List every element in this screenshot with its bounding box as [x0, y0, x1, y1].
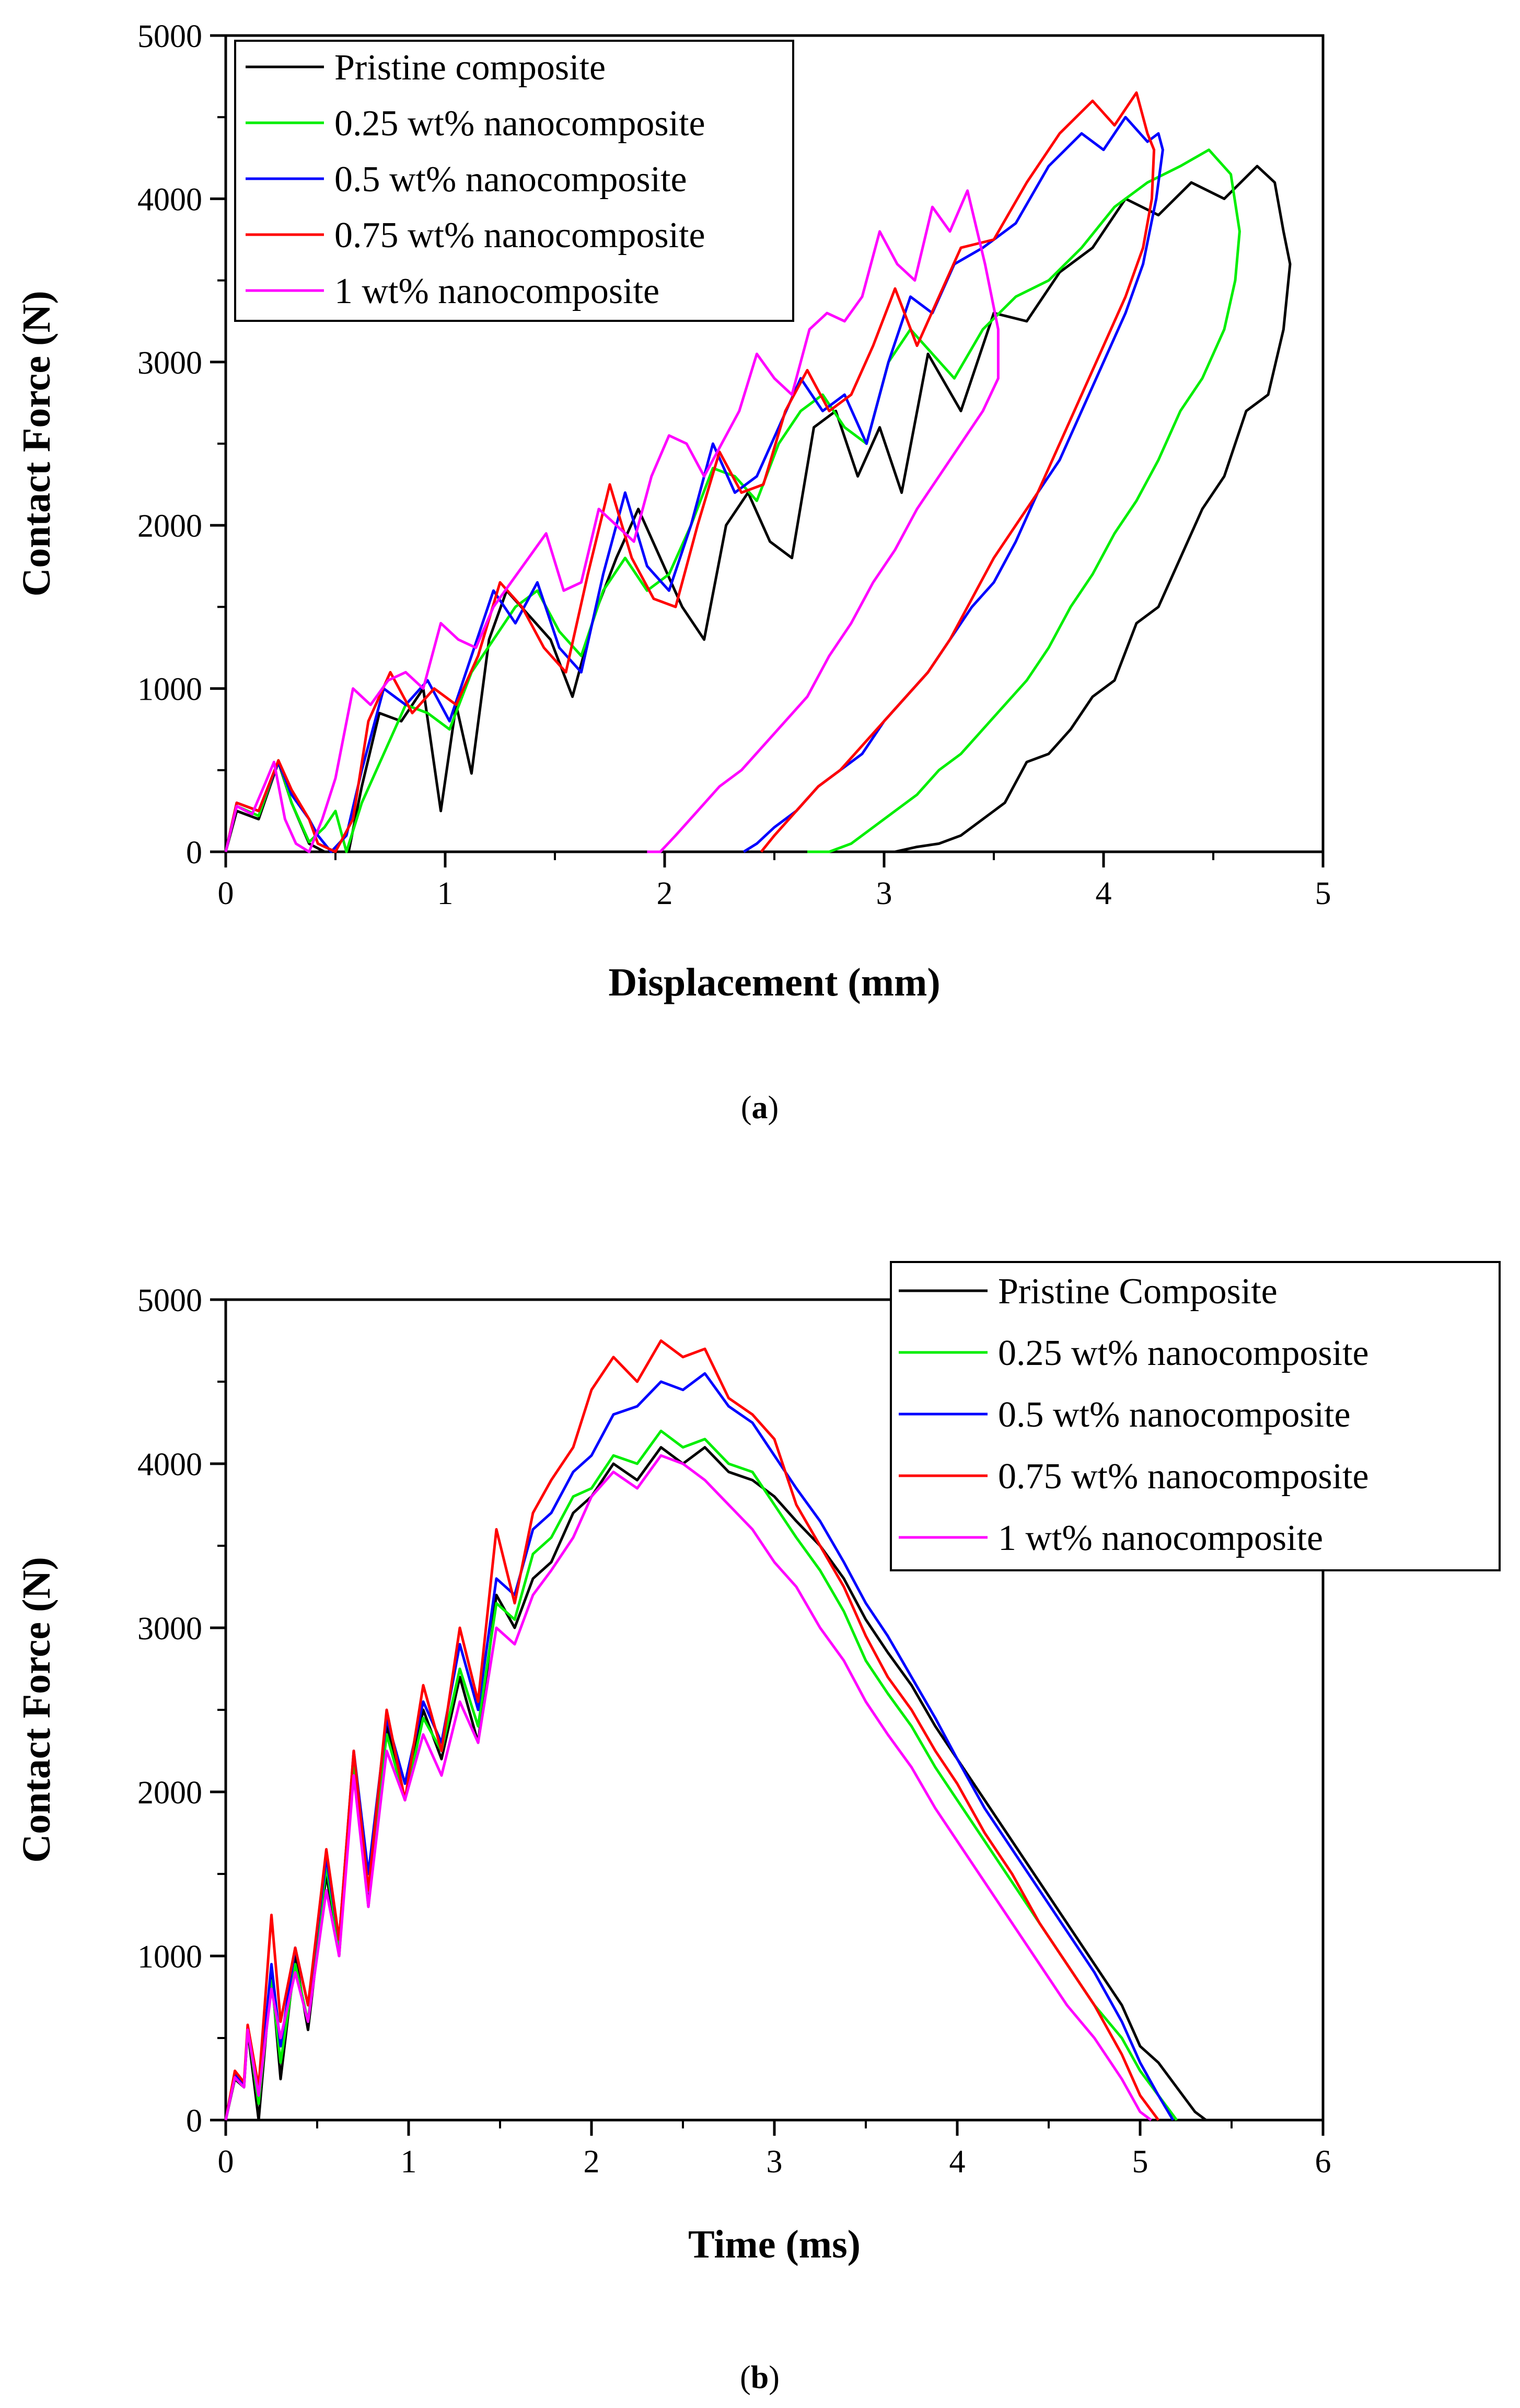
series-line-wt075 [224, 1339, 1160, 2121]
y-tick-label: 3000 [137, 1611, 202, 1647]
x-axis-title-b: Time (ms) [688, 2222, 861, 2266]
x-tick-label: 3 [876, 876, 892, 911]
y-tick-label: 3000 [137, 345, 202, 381]
series-group-a [224, 91, 1292, 853]
y-tick-label: 5000 [137, 1283, 202, 1318]
x-tick-label: 4 [949, 2144, 966, 2180]
legend-label-pristine: Pristine Composite [998, 1271, 1278, 1312]
legend-label-wt075: 0.75 wt% nanocomposite [998, 1456, 1369, 1497]
legend-label-wt075: 0.75 wt% nanocomposite [334, 215, 705, 256]
x-tick-label: 4 [1096, 876, 1112, 911]
y-tick-label: 4000 [137, 1447, 202, 1483]
legend-label-wt025: 0.25 wt% nanocomposite [998, 1333, 1369, 1373]
x-tick-label: 1 [401, 2144, 417, 2180]
tick-marks-a [210, 34, 1325, 867]
tick-labels-b: 0 1 2 3 4 5 6 0 1000 2000 3000 4000 5000 [137, 1283, 1331, 2180]
x-tick-label: 0 [218, 2144, 234, 2180]
y-axis-title-a: Contact Force (N) [15, 291, 59, 596]
tick-marks-b [210, 1298, 1325, 2136]
legend-b: Pristine Composite 0.25 wt% nanocomposite… [890, 1261, 1501, 1571]
legend-label-wt1: 1 wt% nanocomposite [998, 1518, 1323, 1558]
x-tick-label: 6 [1315, 2144, 1331, 2180]
series-line-wt1 [224, 1454, 1152, 2122]
y-tick-label: 2000 [137, 508, 202, 544]
y-axis-title-b: Contact Force (N) [15, 1557, 59, 1862]
y-tick-label: 4000 [137, 182, 202, 217]
legend-box-a [234, 40, 794, 322]
x-tick-label: 2 [657, 876, 673, 911]
x-tick-label: 2 [584, 2144, 600, 2180]
y-tick-label: 1000 [137, 1939, 202, 1975]
chart-panel-a: 0 1 2 3 4 5 0 1000 2000 3000 4000 5000 Displacement… [15, 19, 1331, 1126]
y-tick-label: 1000 [137, 672, 202, 708]
x-tick-label: 1 [437, 876, 454, 911]
caption-a: (a) [741, 1090, 779, 1126]
caption-b: (b) [740, 2360, 780, 2395]
tick-labels-a: 0 1 2 3 4 5 0 1000 2000 3000 4000 5000 [137, 19, 1331, 911]
x-tick-label: 3 [767, 2144, 783, 2180]
legend-label-wt05: 0.5 wt% nanocomposite [998, 1395, 1351, 1435]
legend-label-wt025: 0.25 wt% nanocomposite [334, 103, 705, 144]
series-line-wt075 [224, 91, 1156, 853]
y-tick-label: 2000 [137, 1775, 202, 1811]
legend-label-wt1: 1 wt% nanocomposite [334, 271, 659, 311]
x-axis-title-a: Displacement (mm) [608, 960, 940, 1004]
y-tick-label: 5000 [137, 19, 202, 54]
legend-label-pristine: Pristine composite [334, 48, 606, 88]
x-tick-label: 5 [1315, 876, 1331, 911]
legend-box-b [890, 1261, 1501, 1571]
series-line-wt1 [224, 189, 1000, 853]
legend-label-wt05: 0.5 wt% nanocomposite [334, 159, 687, 200]
legend-a: Pristine composite 0.25 wt% nanocomposite… [234, 40, 794, 322]
x-tick-label: 5 [1132, 2144, 1148, 2180]
chart-panel-b: 0 1 2 3 4 5 6 0 1000 2000 3000 4000 5000 Time (ms) C… [15, 1261, 1501, 2395]
y-tick-label: 0 [186, 835, 202, 871]
series-group-b [224, 1339, 1207, 2122]
x-tick-label: 0 [218, 876, 234, 911]
y-tick-label: 0 [186, 2103, 202, 2139]
series-line-wt05 [224, 115, 1164, 853]
